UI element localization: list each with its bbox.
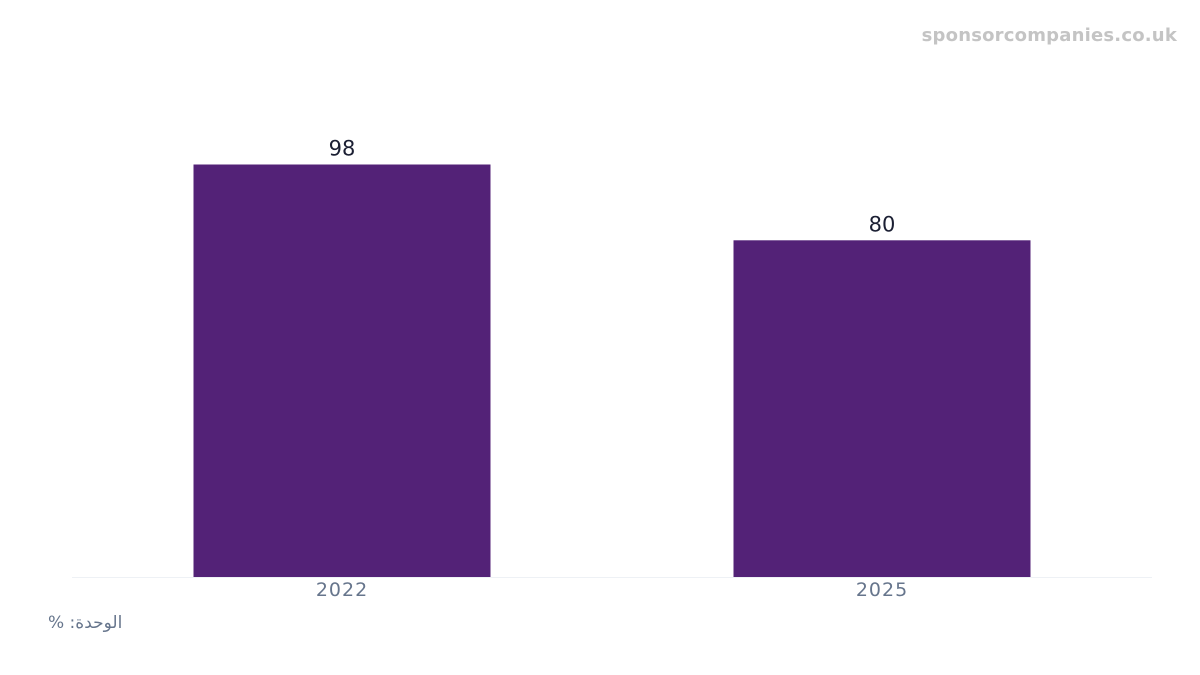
x-tick-label-2025: 2025 <box>856 579 908 601</box>
value-label-2025: 80 <box>869 212 896 236</box>
value-labels: 98 80 <box>329 137 896 237</box>
bar-2025 <box>733 240 1031 578</box>
watermark: sponsorcompanies.co.uk <box>921 25 1177 46</box>
bar-2022 <box>193 164 491 577</box>
x-tick-labels: 2022 2025 <box>316 579 908 601</box>
x-tick-label-2022: 2022 <box>316 579 368 601</box>
unit-note: الوحدة: % <box>48 613 123 633</box>
bars <box>193 164 1031 578</box>
value-label-2022: 98 <box>329 137 356 161</box>
